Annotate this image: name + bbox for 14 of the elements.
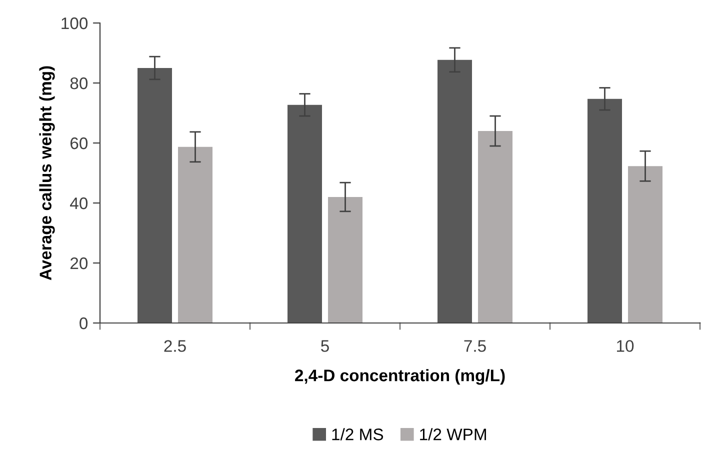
y-tick-label: 100: [62, 17, 88, 30]
x-tick-label: 2.5: [164, 340, 186, 352]
y-tick-label: 0: [80, 317, 88, 330]
legend-label: 1/2 MS: [332, 428, 384, 440]
y-tick-label: 40: [70, 197, 88, 210]
x-tick-label: 7.5: [464, 340, 486, 352]
x-tick-label: 5: [321, 340, 329, 352]
y-axis-title: Average callus weight (mg): [39, 66, 55, 280]
x-axis-title: 2,4-D concentration (mg/L): [295, 369, 505, 385]
legend-label: 1/2 WPM: [420, 428, 486, 440]
y-tick-label: 20: [70, 257, 88, 270]
y-tick-label: 60: [70, 137, 88, 150]
x-tick-label: 10: [617, 340, 634, 352]
y-tick-label: 80: [70, 77, 88, 90]
